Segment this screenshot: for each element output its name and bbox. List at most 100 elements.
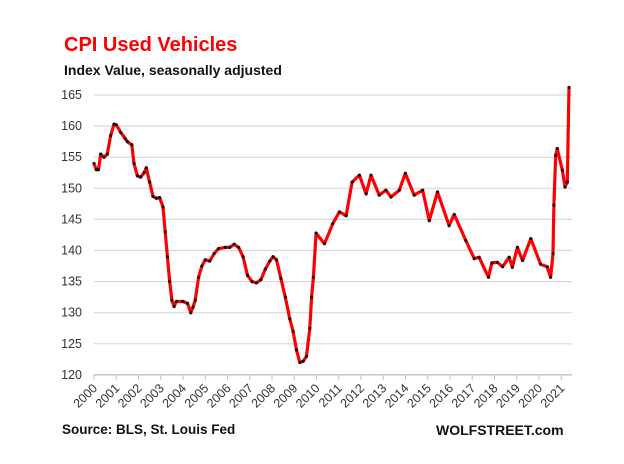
data-point xyxy=(185,301,190,305)
data-point xyxy=(119,130,123,134)
data-point xyxy=(554,153,558,157)
data-point xyxy=(560,168,564,172)
data-point xyxy=(357,173,362,177)
brand-label: WOLFSTREET.com xyxy=(436,422,564,438)
data-point xyxy=(191,305,195,309)
data-point xyxy=(304,354,309,358)
data-point xyxy=(288,317,292,321)
data-point xyxy=(125,140,129,144)
data-point xyxy=(92,161,96,166)
data-point xyxy=(237,245,241,249)
x-tick-label: 2000 xyxy=(71,381,101,411)
data-point xyxy=(490,261,494,265)
data-point xyxy=(161,205,165,209)
y-tick-label: 155 xyxy=(61,150,82,164)
data-point xyxy=(200,264,204,268)
data-point xyxy=(94,168,98,172)
data-point xyxy=(154,196,158,200)
x-tick-label: 2014 xyxy=(382,381,412,411)
data-point xyxy=(148,180,152,184)
data-point xyxy=(114,123,118,127)
data-point xyxy=(322,242,327,246)
data-point xyxy=(552,203,556,207)
data-point xyxy=(567,85,571,90)
data-point xyxy=(427,219,431,223)
data-point xyxy=(96,168,101,172)
data-point xyxy=(555,146,559,151)
x-tick-label: 2007 xyxy=(226,381,256,411)
x-tick-label: 2004 xyxy=(160,381,190,411)
data-point xyxy=(291,329,295,333)
data-point xyxy=(310,295,314,299)
data-point xyxy=(130,143,134,147)
data-point xyxy=(301,359,305,363)
data-point xyxy=(529,237,533,241)
x-tick-label: 2006 xyxy=(204,381,234,411)
source-note: Source: BLS, St. Louis Fed xyxy=(62,422,236,437)
data-point xyxy=(515,245,520,249)
data-point xyxy=(203,258,207,262)
data-point xyxy=(565,180,569,184)
y-tick-label: 135 xyxy=(61,275,82,289)
data-point xyxy=(464,238,468,243)
data-point xyxy=(294,348,299,352)
data-point xyxy=(403,171,407,175)
y-tick-label: 120 xyxy=(61,368,82,382)
data-point xyxy=(223,245,227,249)
data-point xyxy=(208,259,212,263)
data-point xyxy=(142,171,146,175)
data-point xyxy=(228,245,232,249)
data-point xyxy=(311,275,315,279)
data-point xyxy=(263,267,267,271)
y-tick-label: 165 xyxy=(61,88,82,102)
y-tick-label: 145 xyxy=(61,212,82,226)
data-point xyxy=(102,155,106,159)
data-point xyxy=(344,214,348,218)
x-tick-label: 2017 xyxy=(449,381,479,411)
data-point xyxy=(172,304,176,309)
data-point xyxy=(545,265,549,269)
data-point xyxy=(271,255,275,259)
x-tick-label: 2016 xyxy=(427,381,457,411)
data-point xyxy=(232,242,236,246)
data-point xyxy=(477,255,481,259)
series-line xyxy=(92,87,571,365)
data-point xyxy=(548,275,553,279)
data-point xyxy=(259,278,263,282)
data-point xyxy=(144,166,148,170)
data-point xyxy=(268,259,272,263)
data-point xyxy=(217,247,221,251)
data-point xyxy=(196,275,201,279)
y-tick-label: 160 xyxy=(61,119,82,133)
data-point xyxy=(486,275,491,279)
data-point xyxy=(189,311,193,315)
x-tick-label: 2002 xyxy=(115,381,145,411)
data-point xyxy=(350,180,354,184)
data-point xyxy=(168,280,172,284)
y-tick-label: 125 xyxy=(61,337,82,351)
data-point xyxy=(520,258,525,263)
data-point xyxy=(274,258,279,262)
data-point xyxy=(563,185,567,189)
x-tick-label: 2009 xyxy=(271,381,301,411)
x-tick-label: 2018 xyxy=(471,381,501,411)
data-point xyxy=(377,193,381,197)
data-point xyxy=(308,326,312,330)
x-tick-label: 2019 xyxy=(493,381,523,411)
data-point xyxy=(158,196,162,200)
data-point xyxy=(132,161,136,166)
x-tick-label: 2008 xyxy=(249,381,279,411)
data-point xyxy=(174,299,178,304)
x-tick-label: 2003 xyxy=(137,381,167,411)
data-point xyxy=(250,280,254,284)
x-tick-label: 2011 xyxy=(316,381,345,410)
data-point xyxy=(135,174,139,178)
data-point xyxy=(105,152,109,156)
data-point xyxy=(337,210,342,214)
data-point xyxy=(472,256,476,261)
y-tick-label: 140 xyxy=(61,244,82,258)
data-point xyxy=(421,188,425,192)
data-point xyxy=(510,265,514,269)
data-point xyxy=(369,173,373,177)
